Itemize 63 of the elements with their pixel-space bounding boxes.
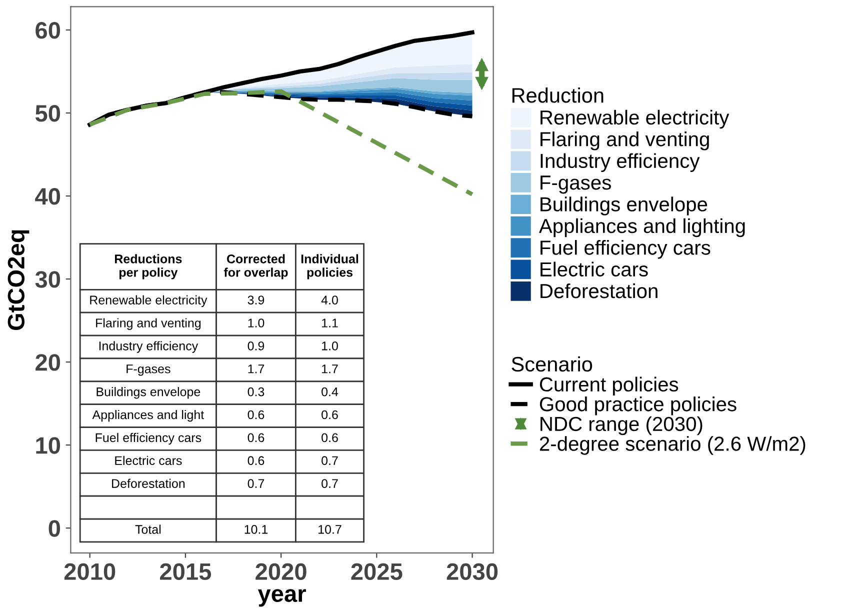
category-label: Renewable electricity: [90, 295, 208, 307]
data-label: 1.0: [322, 342, 338, 350]
category-label: Buildings envelope: [96, 387, 200, 399]
data-label: 0.3: [248, 387, 264, 396]
text: Scenario: [512, 356, 592, 372]
y-tick-label: 40: [35, 188, 60, 205]
legend-label: Deforestation: [540, 283, 658, 298]
x-tick-label: 2020: [256, 563, 306, 580]
data-label: 3.9: [248, 296, 264, 304]
data-label: 0.6: [322, 410, 338, 420]
data-label: 0.9: [248, 342, 264, 350]
category-label: Industry efficiency: [99, 341, 198, 353]
y-tick-label: 20: [36, 354, 60, 371]
data-label: 1.7: [248, 364, 264, 374]
legend-label: Industry efficiency: [540, 153, 700, 172]
legend-label: Good practice policies: [540, 396, 736, 416]
y-tick-label: 60: [36, 22, 60, 39]
data-label: 10.1: [244, 524, 268, 534]
series-label: Corrected for overlap: [224, 254, 288, 280]
data-label: 0.7: [248, 479, 264, 488]
data-label: 0.6: [248, 433, 264, 442]
legend-label: Current policies: [540, 376, 678, 396]
data-label: 0.7: [322, 479, 338, 488]
legend-label: Electric cars: [540, 262, 648, 277]
legend-label: 2-degree scenario (2.6 W/m2): [540, 436, 806, 455]
data-label: 1.7: [322, 364, 338, 374]
legend-label: Flaring and venting: [540, 132, 709, 150]
x-tick-label: 2015: [160, 563, 212, 580]
x-tick-label: 2010: [64, 563, 116, 580]
data-label: 0.7: [322, 456, 338, 466]
data-label: 0.6: [248, 410, 264, 420]
series-label: Individual policies: [301, 254, 358, 280]
y-tick-label: 50: [35, 105, 60, 122]
data-label: 0.6: [248, 456, 264, 466]
category-label: Electric cars: [115, 456, 182, 466]
y-axis-title: GtCO2eq: [8, 230, 30, 330]
data-label: 0.6: [322, 433, 338, 442]
text: Reduction: [512, 87, 604, 103]
category-label: F-gases: [126, 364, 170, 376]
data-label: 0.4: [322, 387, 338, 396]
legend-label: Appliances and lighting: [538, 218, 745, 238]
data-label: 1.0: [248, 318, 264, 328]
category-label: Total: [135, 524, 161, 534]
data-label: 1.1: [322, 318, 338, 328]
legend-label: Fuel efficiency cars: [540, 240, 710, 259]
x-tick-label: 2025: [351, 563, 402, 580]
x-axis-title: year: [258, 589, 306, 607]
legend-label: F-gases: [540, 176, 611, 194]
category-label: Appliances and light: [92, 410, 204, 422]
y-tick-label: 10: [36, 437, 60, 454]
legend-label: NDC range (2030): [540, 416, 702, 436]
category-label: Deforestation: [112, 478, 185, 488]
x-tick-label: 2030: [446, 563, 498, 580]
legend-label: Renewable electricity: [540, 110, 730, 129]
category-label: Flaring and venting: [96, 318, 201, 330]
data-label: 10.7: [318, 524, 342, 534]
y-tick-label: 30: [35, 271, 60, 288]
line-series: [88, 89, 474, 196]
annotation: Reductions per policy: [114, 254, 182, 280]
data-label: 4.0: [321, 296, 338, 304]
y-tick-label: 0: [48, 520, 60, 537]
category-label: Fuel efficiency cars: [96, 432, 202, 445]
legend-label: Buildings envelope: [540, 196, 708, 216]
